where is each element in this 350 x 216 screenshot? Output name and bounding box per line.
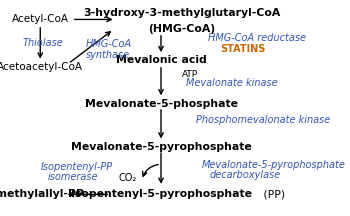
Text: ATP: ATP	[182, 70, 198, 79]
Text: Isopentenyl-PP: Isopentenyl-PP	[40, 162, 112, 172]
Text: (HMG-CoA): (HMG-CoA)	[148, 24, 216, 34]
Text: Mevalonate kinase: Mevalonate kinase	[186, 78, 277, 88]
Text: 3-hydroxy-3-methylglutaryl-CoA: 3-hydroxy-3-methylglutaryl-CoA	[83, 8, 281, 18]
Text: Phosphomevalonate kinase: Phosphomevalonate kinase	[196, 115, 330, 125]
Text: Isopentenyl-5-pyrophosphate: Isopentenyl-5-pyrophosphate	[70, 189, 252, 199]
Text: STATINS: STATINS	[220, 44, 266, 54]
Text: Mevalonate-5-phosphate: Mevalonate-5-phosphate	[84, 99, 238, 109]
Text: (PP): (PP)	[260, 189, 286, 199]
Text: Thiolase: Thiolase	[23, 38, 63, 48]
Text: Mevalonate-5-pyrophosphate: Mevalonate-5-pyrophosphate	[201, 160, 345, 170]
Text: synthase: synthase	[86, 50, 130, 60]
Text: Mevalonic acid: Mevalonic acid	[116, 56, 206, 65]
Text: Acetoacetyl-CoA: Acetoacetyl-CoA	[0, 62, 83, 72]
Text: Mevalonate-5-pyrophosphate: Mevalonate-5-pyrophosphate	[71, 142, 251, 152]
Text: HMG-CoA: HMG-CoA	[86, 39, 132, 49]
Text: decarboxylase: decarboxylase	[210, 170, 281, 180]
Text: Dimethylallyl-PP: Dimethylallyl-PP	[0, 189, 84, 199]
Text: HMG-CoA reductase: HMG-CoA reductase	[208, 33, 306, 43]
Text: CO₂: CO₂	[119, 173, 137, 183]
Text: isomerase: isomerase	[47, 172, 98, 182]
Text: Acetyl-CoA: Acetyl-CoA	[12, 14, 69, 24]
